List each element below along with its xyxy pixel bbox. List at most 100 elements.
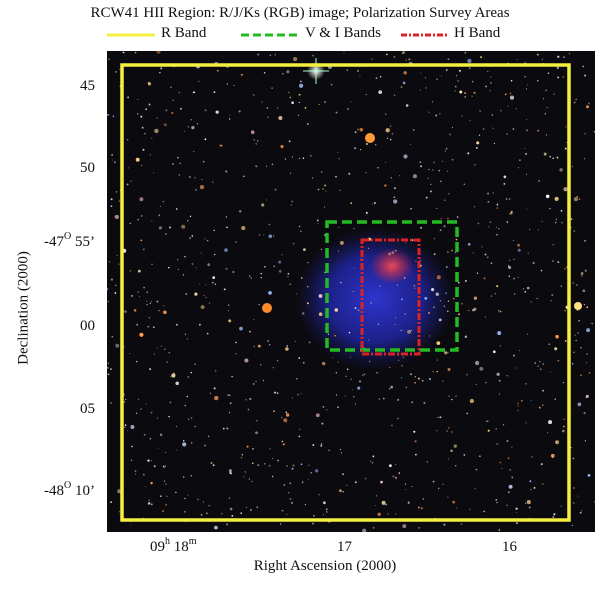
star [297,114,300,116]
star [487,200,490,203]
star [519,349,521,352]
star [465,279,467,282]
star [519,159,521,161]
star [443,305,446,307]
star [312,444,315,446]
star [246,445,249,448]
legend-swatch-h-band [401,33,449,37]
star [384,184,387,187]
star [312,514,315,517]
star [433,237,436,240]
star [123,52,126,54]
star [403,154,408,159]
star [159,205,161,207]
star [420,226,422,229]
star [176,449,178,451]
star [140,239,143,242]
star [139,332,144,337]
star [340,281,342,284]
star [263,462,266,465]
star [269,54,272,57]
star [476,272,479,274]
star [499,109,502,112]
star [420,72,422,74]
star [390,177,392,179]
star [214,395,219,401]
star [134,51,137,54]
star [526,500,531,505]
star [384,161,387,163]
star [461,302,463,305]
star [385,503,388,506]
star [158,226,163,230]
star [503,182,506,185]
star [353,227,355,230]
star [526,88,528,90]
star [255,165,258,168]
star [115,191,118,193]
star [141,126,144,129]
star [117,489,122,494]
star [353,267,355,269]
star [517,276,519,278]
star [137,218,139,221]
star [206,239,209,242]
star [432,480,435,483]
star [394,249,397,252]
star [124,310,127,313]
star [581,510,583,512]
star [534,362,536,364]
star [118,263,120,265]
star [312,55,314,57]
star [418,350,420,352]
star [458,313,460,316]
star [586,105,589,109]
star [142,248,145,251]
star [193,151,195,153]
star [115,71,117,73]
star [200,513,203,516]
star [578,198,581,201]
star [235,341,237,344]
star [389,464,392,468]
star [216,69,219,72]
legend-label-r-band: R Band [161,25,207,41]
star [204,238,206,240]
star [122,51,125,54]
star [203,294,205,297]
star [394,187,396,190]
star [530,400,532,402]
star [115,284,117,286]
star [395,477,397,479]
star [306,123,309,125]
star [281,440,284,443]
star [219,144,222,147]
star [168,415,170,418]
star [261,101,263,103]
star [310,155,312,157]
star [337,406,340,409]
star [420,507,424,510]
star [221,513,223,515]
star [507,457,510,459]
star [318,294,323,298]
star [298,357,301,359]
star [436,370,438,373]
star [265,165,268,167]
star [448,427,450,429]
star [139,197,144,202]
star [130,180,132,182]
star [455,238,458,241]
star [489,221,492,223]
star [149,368,152,371]
star [194,363,196,365]
star [487,256,489,258]
star [494,293,496,295]
star [484,253,487,256]
star [200,252,202,254]
star [537,365,539,367]
star [228,497,231,499]
star [187,418,190,420]
star [287,272,290,275]
star [545,134,548,136]
